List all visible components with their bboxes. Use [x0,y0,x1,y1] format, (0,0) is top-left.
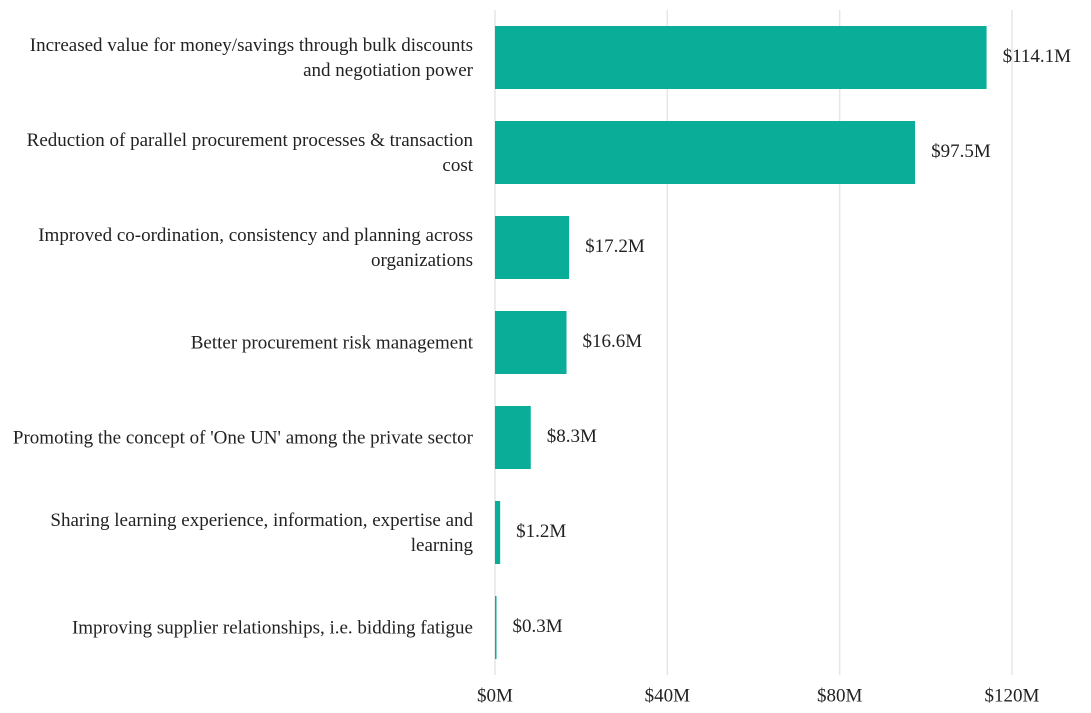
bar [495,596,497,659]
bar [495,121,916,184]
category-label: Sharing learning experience, information… [50,509,473,556]
category-label: Reduction of parallel procurement proces… [26,129,473,176]
x-tick-label: $80M [817,685,863,706]
value-label: $8.3M [547,426,597,447]
x-tick-label: $0M [477,685,513,706]
value-label: $16.6M [583,331,643,352]
x-tick-label: $40M [645,685,691,706]
x-tick-label: $120M [985,685,1040,706]
value-label: $1.2M [516,521,566,542]
category-label: Increased value for money/savings throug… [29,34,473,81]
value-label: $0.3M [513,616,563,637]
bar [495,501,501,564]
bar [495,216,570,279]
value-label: $97.5M [931,141,991,162]
category-label: Improving supplier relationships, i.e. b… [71,617,473,638]
bar [495,26,987,89]
category-label: Better procurement risk management [190,332,473,353]
value-label: $114.1M [1003,46,1072,67]
category-label: Improved co-ordination, consistency and … [38,224,473,271]
bar [495,406,531,469]
value-label: $17.2M [585,236,645,257]
category-label: Promoting the concept of 'One UN' among … [12,427,473,448]
bar [495,311,567,374]
